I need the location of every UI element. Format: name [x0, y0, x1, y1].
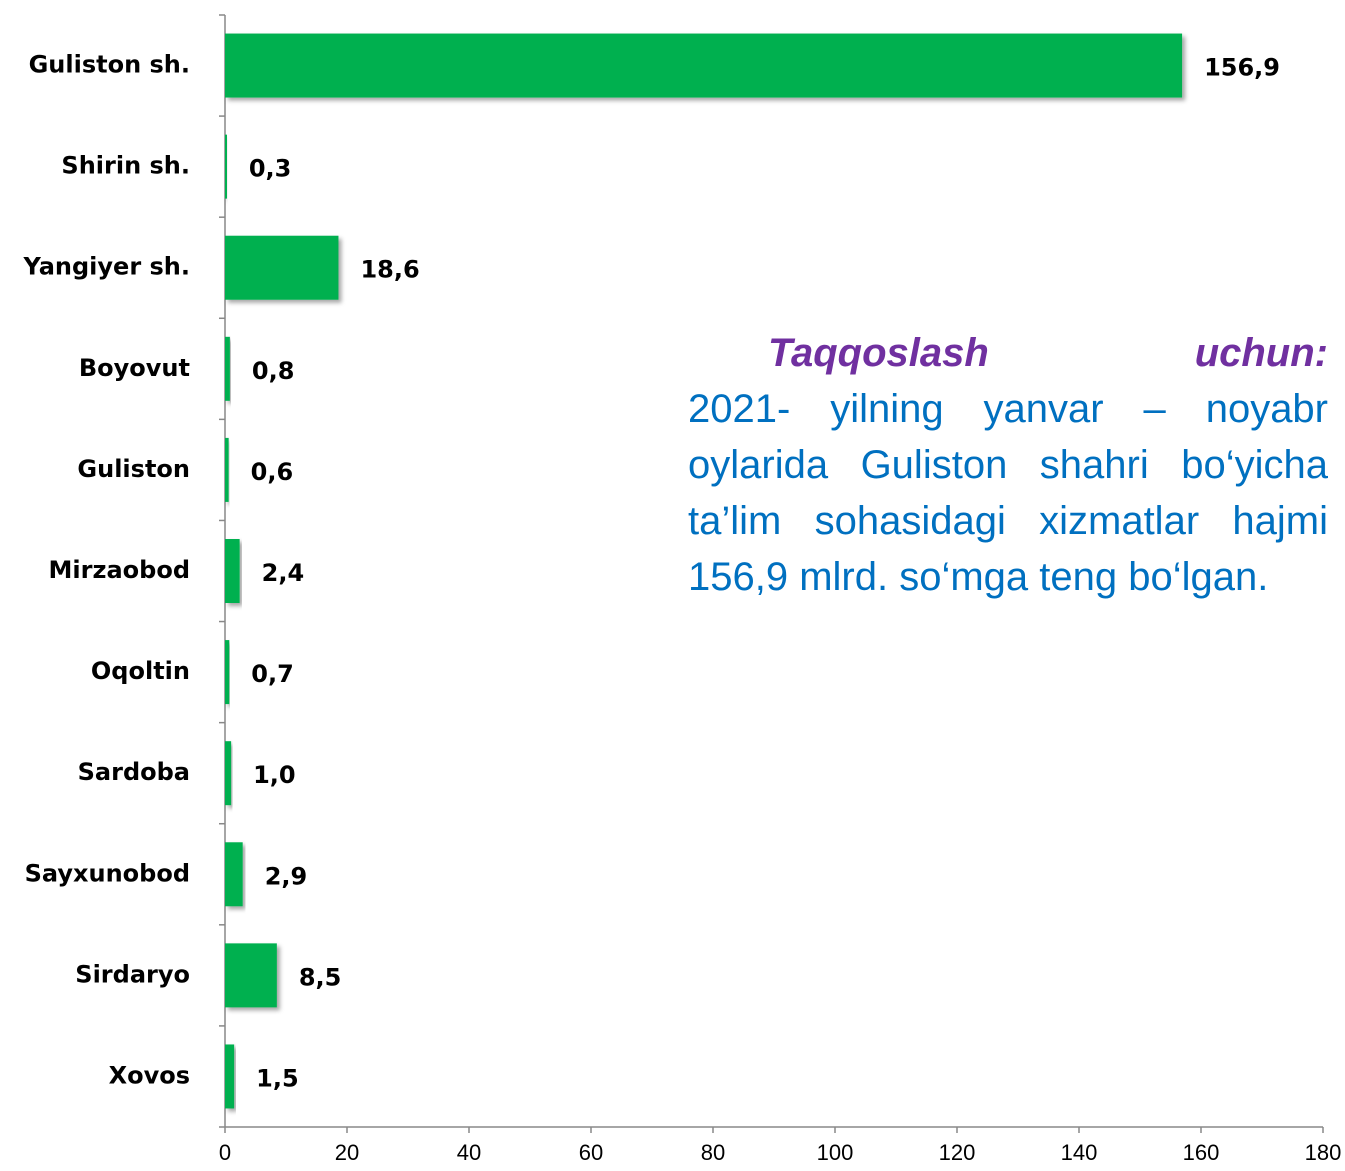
x-tick-label: 0 — [219, 1140, 231, 1165]
x-tick-label: 100 — [817, 1140, 854, 1165]
x-tick-label: 60 — [579, 1140, 603, 1165]
bar — [225, 336, 230, 401]
value-label: 156,9 — [1204, 54, 1280, 82]
category-label: Shirin sh. — [61, 152, 190, 180]
bar — [225, 235, 339, 300]
bar — [225, 842, 243, 907]
bar — [225, 943, 277, 1008]
bar — [225, 539, 240, 603]
category-label: Guliston — [77, 455, 190, 483]
x-tick-label: 80 — [701, 1140, 725, 1165]
category-label: Boyovut — [79, 354, 190, 382]
value-label: 2,4 — [262, 559, 305, 587]
value-label: 2,9 — [265, 862, 308, 890]
x-tick-label: 20 — [335, 1140, 359, 1165]
value-label: 0,7 — [251, 660, 294, 688]
annotation-text: 2021- yilning yanvar – noyabr oylarida G… — [688, 387, 1328, 599]
value-label: 8,5 — [299, 963, 342, 991]
bar — [225, 437, 229, 502]
category-label: Mirzaobod — [49, 556, 190, 584]
category-label: Sirdaryo — [75, 960, 190, 988]
value-label: 1,0 — [253, 761, 296, 789]
category-label: Sayxunobod — [25, 859, 190, 887]
category-label: Guliston sh. — [29, 51, 190, 79]
value-label: 0,8 — [252, 357, 295, 385]
category-label: Oqoltin — [91, 657, 190, 685]
bar — [225, 1044, 235, 1109]
bar — [225, 134, 227, 199]
value-label: 1,5 — [256, 1064, 299, 1092]
x-tick-label: 140 — [1061, 1140, 1098, 1165]
bar — [225, 33, 1183, 98]
annotation: Taqqoslash uchun: 2021- yilning yanvar –… — [688, 325, 1328, 605]
annotation-title: Taqqoslash uchun: — [768, 331, 1328, 375]
x-tick-label: 120 — [939, 1140, 976, 1165]
category-label: Yangiyer sh. — [23, 253, 190, 281]
value-label: 18,6 — [360, 256, 419, 284]
x-tick-label: 40 — [457, 1140, 481, 1165]
x-tick-label: 160 — [1183, 1140, 1220, 1165]
x-tick-label: 180 — [1305, 1140, 1342, 1165]
bar — [225, 640, 230, 705]
bar — [225, 741, 232, 806]
value-label: 0,6 — [251, 458, 294, 486]
category-label: Sardoba — [78, 758, 190, 786]
value-label: 0,3 — [249, 155, 292, 183]
category-label: Xovos — [109, 1061, 190, 1089]
